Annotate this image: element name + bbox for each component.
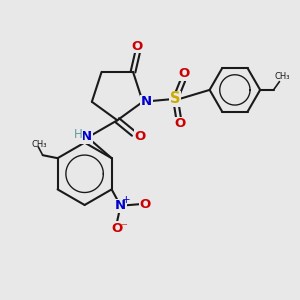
Text: S: S: [170, 91, 181, 106]
Text: N: N: [141, 95, 152, 108]
Text: O: O: [174, 117, 185, 130]
Text: O: O: [111, 221, 123, 235]
Text: O: O: [139, 198, 151, 211]
Text: H: H: [74, 128, 82, 141]
Text: O: O: [132, 40, 143, 52]
Text: CH₃: CH₃: [32, 140, 47, 149]
Text: O: O: [135, 130, 146, 143]
Text: O: O: [179, 68, 190, 80]
Text: ⁻: ⁻: [120, 222, 127, 235]
Text: CH₃: CH₃: [274, 72, 289, 81]
Text: N: N: [115, 199, 126, 212]
Text: +: +: [122, 195, 130, 205]
Text: N: N: [81, 130, 92, 143]
